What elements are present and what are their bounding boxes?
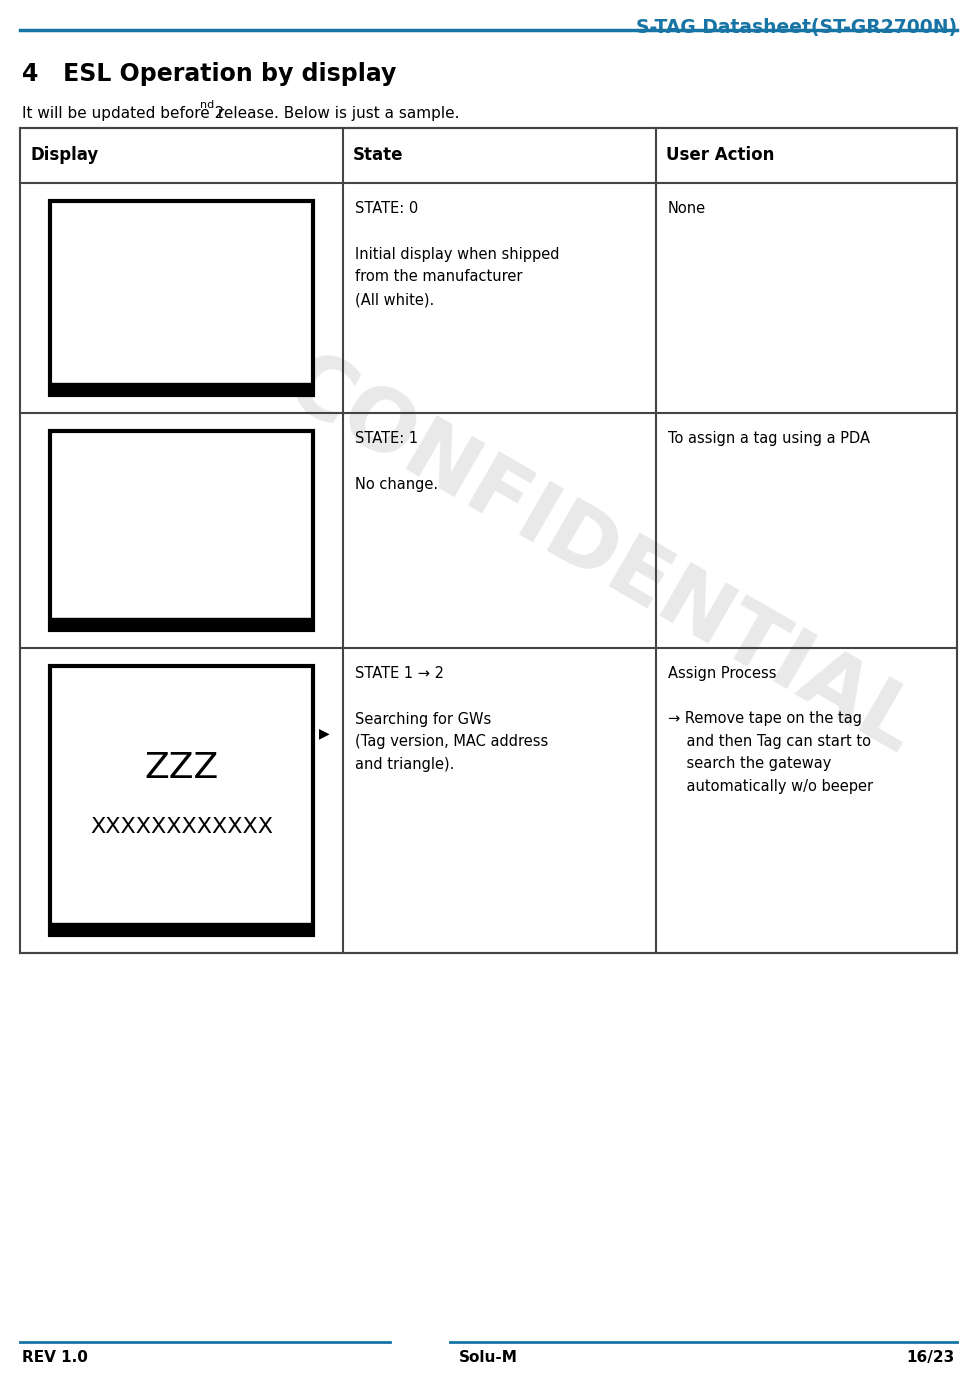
Text: State: State [353, 147, 404, 165]
Bar [50, 431, 313, 631]
Text: release. Below is just a sample.: release. Below is just a sample. [213, 106, 459, 121]
Text: Solu-M: Solu-M [458, 1351, 518, 1364]
Text: CONFIDENTIAL: CONFIDENTIAL [271, 342, 931, 771]
Text: ▶: ▶ [319, 727, 329, 741]
Bar [50, 666, 313, 934]
Bar [50, 201, 313, 394]
Text: → Remove tape on the tag
    and then Tag can start to
    search the gateway
  : → Remove tape on the tag and then Tag ca… [668, 688, 873, 794]
Text: STATE: 0

Initial display when shipped
from the manufacturer
(All white).: STATE: 0 Initial display when shipped fr… [355, 201, 560, 308]
Text: S-TAG Datasheet(ST-GR2700N): S-TAG Datasheet(ST-GR2700N) [636, 18, 957, 37]
Text: 16/23: 16/23 [907, 1351, 955, 1364]
Text: ZZZ: ZZZ [145, 752, 219, 785]
Bar [50, 383, 313, 394]
Text: It will be updated before 2: It will be updated before 2 [22, 106, 225, 121]
Text: To assign a tag using a PDA: To assign a tag using a PDA [668, 431, 870, 447]
Bar [50, 618, 313, 631]
Text: nd: nd [200, 100, 214, 110]
Text: Assign Process: Assign Process [668, 666, 777, 682]
Text: STATE 1 → 2

Searching for GWs
(Tag version, MAC address
and triangle).: STATE 1 → 2 Searching for GWs (Tag versi… [355, 666, 548, 772]
Text: 4   ESL Operation by display: 4 ESL Operation by display [22, 62, 397, 87]
Bar [50, 923, 313, 934]
Bar [20, 128, 957, 954]
Text: REV 1.0: REV 1.0 [22, 1351, 88, 1364]
Text: None: None [668, 201, 706, 216]
Text: User Action: User Action [666, 147, 775, 165]
Text: Display: Display [30, 147, 99, 165]
Text: STATE: 1

No change.: STATE: 1 No change. [355, 431, 438, 492]
Text: XXXXXXXXXXXX: XXXXXXXXXXXX [90, 818, 273, 837]
